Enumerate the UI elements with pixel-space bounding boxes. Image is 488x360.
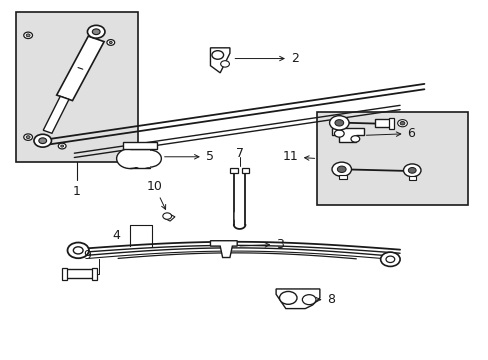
Circle shape	[163, 213, 171, 219]
Circle shape	[26, 34, 30, 37]
Circle shape	[220, 61, 229, 67]
Circle shape	[211, 51, 223, 59]
Circle shape	[26, 136, 30, 139]
Text: 9: 9	[83, 248, 91, 261]
Circle shape	[380, 252, 399, 266]
Circle shape	[302, 295, 315, 305]
Bar	[374, 119, 389, 127]
Polygon shape	[164, 214, 175, 221]
Text: 1: 1	[73, 185, 81, 198]
Circle shape	[385, 256, 394, 262]
Circle shape	[331, 162, 351, 176]
Polygon shape	[122, 142, 157, 149]
Polygon shape	[210, 48, 229, 73]
Text: 5: 5	[164, 150, 213, 163]
Circle shape	[107, 40, 115, 45]
Circle shape	[397, 120, 407, 127]
Text: 6: 6	[366, 127, 414, 140]
Bar	[408, 176, 415, 180]
Circle shape	[24, 32, 32, 39]
Circle shape	[399, 121, 404, 125]
Circle shape	[279, 292, 296, 304]
Circle shape	[34, 134, 51, 147]
Circle shape	[334, 130, 344, 137]
Circle shape	[116, 149, 143, 168]
Polygon shape	[331, 128, 363, 143]
Circle shape	[350, 136, 359, 142]
Circle shape	[403, 164, 420, 177]
Text: 8: 8	[315, 293, 334, 306]
Polygon shape	[57, 36, 104, 100]
Polygon shape	[276, 289, 319, 309]
Polygon shape	[130, 150, 149, 167]
Bar	[64, 269, 94, 278]
Bar	[92, 268, 97, 280]
Polygon shape	[210, 241, 237, 257]
Circle shape	[138, 150, 161, 167]
Circle shape	[407, 167, 415, 173]
Circle shape	[92, 29, 100, 35]
Circle shape	[39, 138, 46, 144]
Circle shape	[24, 134, 32, 140]
Text: 10: 10	[146, 180, 165, 210]
Circle shape	[73, 247, 83, 254]
Text: 11: 11	[282, 150, 314, 163]
Circle shape	[87, 25, 105, 38]
Text: 4: 4	[112, 229, 120, 242]
Bar	[388, 118, 393, 129]
Circle shape	[58, 143, 66, 149]
Text: 2: 2	[235, 52, 298, 65]
Circle shape	[61, 145, 63, 147]
Polygon shape	[43, 96, 69, 133]
Circle shape	[109, 41, 112, 44]
Bar	[241, 168, 249, 173]
Text: 3: 3	[240, 238, 284, 251]
Text: 7: 7	[235, 147, 243, 160]
Bar	[16, 12, 137, 162]
Circle shape	[67, 243, 89, 258]
Bar	[338, 175, 346, 179]
Circle shape	[329, 116, 348, 130]
Bar	[61, 268, 66, 280]
Bar	[229, 168, 237, 173]
Bar	[317, 112, 467, 205]
Circle shape	[337, 166, 346, 172]
Circle shape	[334, 120, 343, 126]
